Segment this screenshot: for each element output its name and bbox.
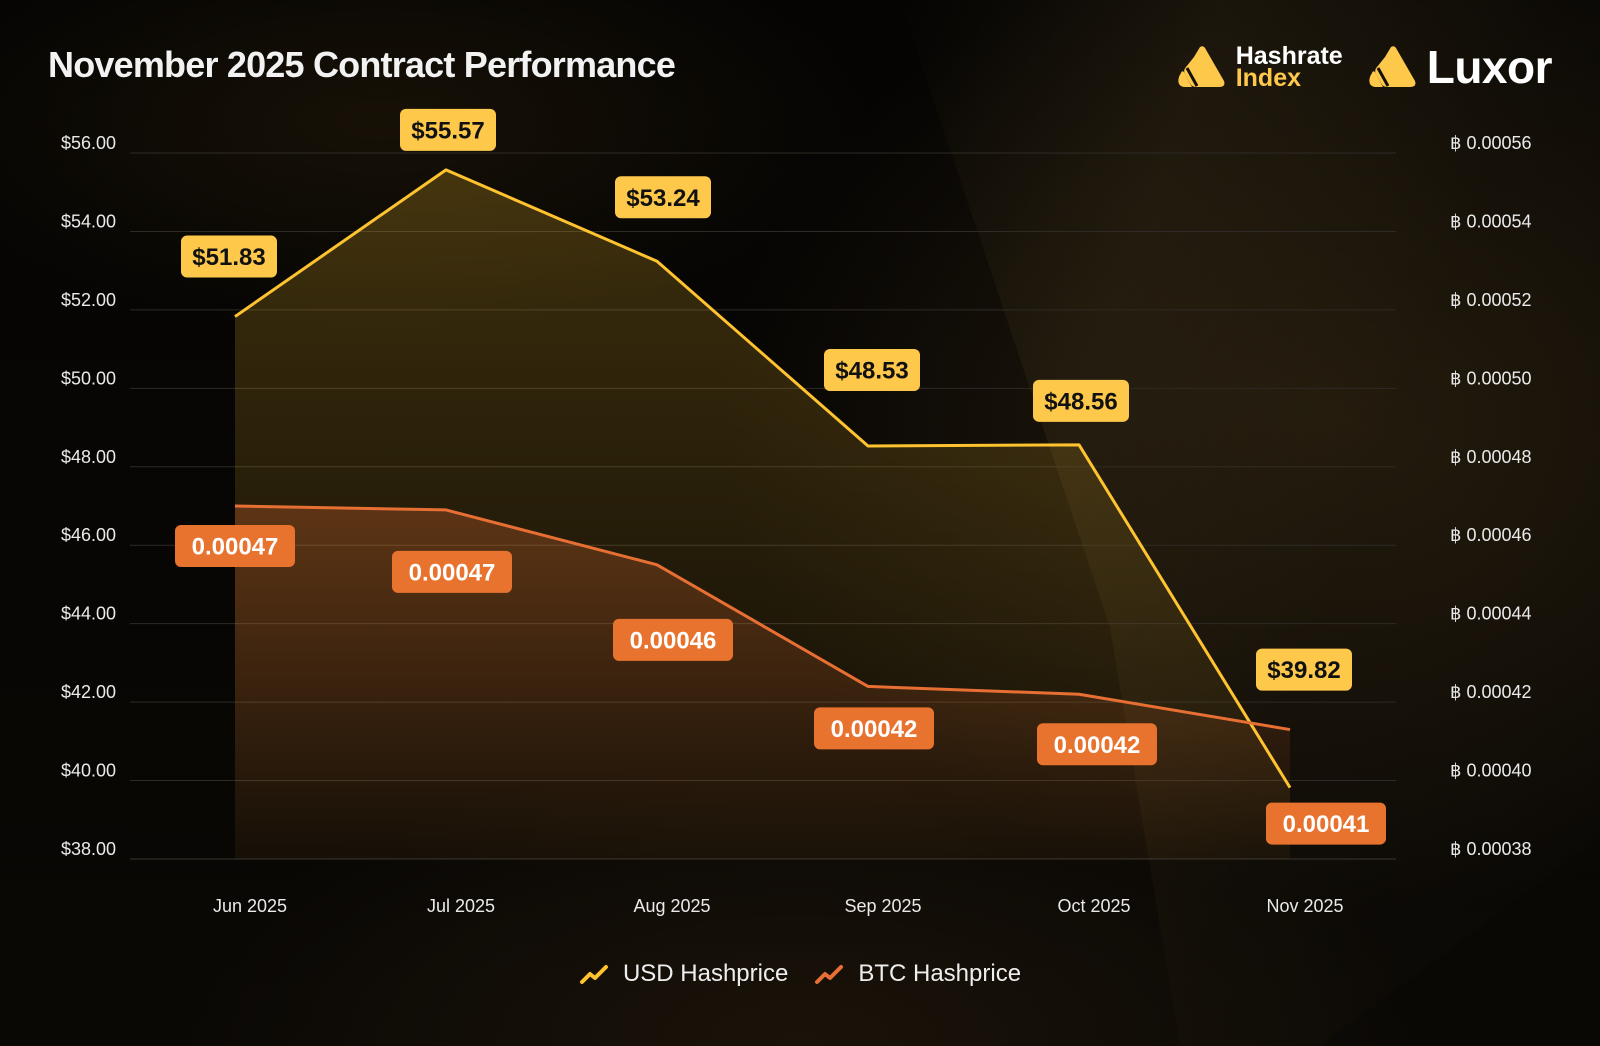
y2-tick-label: ฿ 0.00044 [1450,604,1532,624]
btc-data-label: 0.00042 [1037,723,1157,766]
legend-item-btc[interactable]: BTC Hashprice [814,960,1021,988]
index-text: Index [1235,64,1302,92]
y2-tick-label: ฿ 0.00042 [1450,682,1532,702]
data-label-text: 0.00041 [1283,811,1370,838]
data-label-box [1033,379,1129,422]
legend: USD Hashprice BTC Hashprice [0,960,1600,988]
legend-label-usd: USD Hashprice [622,960,789,987]
y-tick-label: $40.00 [61,761,116,781]
usd-data-label: $51.83 [181,235,277,278]
x-tick-label: Oct 2025 [1057,896,1130,916]
usd-data-label: $55.57 [400,108,496,151]
btc-data-label: 0.00047 [175,525,295,567]
trend-line-icon [815,965,844,984]
data-label-box [824,348,920,391]
y-tick-label: $38.00 [61,839,116,859]
y2-tick-label: ฿ 0.00048 [1450,447,1532,467]
data-label-box [1256,648,1352,691]
y-tick-label: $54.00 [61,211,116,231]
data-label-box [613,618,733,661]
data-label-box [814,707,934,750]
brand-logos: Hashrate Index Luxor [1174,40,1553,94]
hashrate-index-logo-icon [1178,46,1225,87]
usd-line [234,168,1292,789]
hashrate-index-logo: Hashrate Index [1174,42,1343,92]
data-label-box [615,176,711,219]
usd-data-label: $48.53 [824,348,920,391]
x-tick-label: Jul 2025 [427,896,495,916]
data-label-box [175,525,295,567]
data-label-box [1037,723,1157,766]
btc-data-label: 0.00046 [613,618,733,661]
btc-area [235,506,1290,859]
x-tick-label: Aug 2025 [633,896,710,916]
data-label-text: $51.83 [192,244,265,271]
btc-data-label: 0.00042 [814,707,934,750]
y2-tick-label: ฿ 0.00046 [1450,525,1532,545]
y-tick-label: $56.00 [61,133,116,153]
data-label-text: $48.53 [835,357,908,384]
luxor-text: Luxor [1426,41,1553,93]
data-label-text: $39.82 [1267,657,1340,684]
data-label-text: 0.00046 [630,627,717,654]
data-label-text: 0.00047 [192,534,279,561]
y-tick-label: $46.00 [61,525,116,545]
data-label-text: $55.57 [411,117,484,144]
legend-label-btc: BTC Hashprice [858,960,1022,987]
btc-data-label: 0.00047 [392,550,512,593]
y2-tick-label: ฿ 0.00054 [1450,211,1532,231]
data-label-text: $48.56 [1044,388,1117,415]
y-tick-label: $50.00 [61,368,116,388]
usd-data-label: $39.82 [1256,648,1352,691]
y-axis-right: ฿ 0.00056 ฿ 0.00054 ฿ 0.00052 ฿ 0.00050 ฿ 0.… [1450,133,1532,859]
y-axis-left: $56.00 $54.00 $52.00 $50.00 $48.00 $46.00 $44.… [61,133,116,859]
data-label-box [1266,802,1386,845]
usd-data-label: $48.56 [1033,379,1129,422]
usd-data-label: $53.24 [615,176,711,219]
data-label-box [392,550,512,593]
x-tick-label: Sep 2025 [844,896,921,916]
data-label-text: $53.24 [626,185,700,212]
btc-line [234,504,1291,732]
luxor-logo-icon [1369,46,1416,87]
data-label-box [400,108,496,151]
y-tick-label: $48.00 [61,447,116,467]
y2-tick-label: ฿ 0.00052 [1450,290,1532,310]
data-label-box [181,235,277,278]
y-tick-label: $44.00 [61,604,116,624]
y2-tick-label: ฿ 0.00056 [1450,133,1532,153]
x-axis: Jun 2025 Jul 2025 Aug 2025 Sep 2025 Oct 2025… [213,896,1344,916]
series-lines [234,168,1292,789]
y2-tick-label: ฿ 0.00050 [1450,368,1532,388]
data-label-text: 0.00047 [409,559,496,586]
legend-item-usd[interactable]: USD Hashprice [579,960,788,988]
trend-line-icon [579,965,608,984]
data-label-text: 0.00042 [1054,732,1141,759]
y2-tick-label: ฿ 0.00040 [1450,761,1532,781]
data-labels: $51.83 $55.57 $53.24 $48.53 $48.56 $39.82 0.00… [175,108,1386,845]
x-tick-label: Nov 2025 [1266,896,1343,916]
hashrate-text: Hashrate [1235,42,1343,70]
x-tick-label: Jun 2025 [213,896,287,916]
data-label-text: 0.00042 [831,716,918,743]
luxor-logo: Luxor [1365,40,1553,94]
y-tick-label: $52.00 [61,290,116,310]
y2-tick-label: ฿ 0.00038 [1450,839,1532,859]
y-tick-label: $42.00 [61,682,116,702]
chart-title: November 2025 Contract Performance [48,44,676,85]
btc-data-label: 0.00041 [1266,802,1386,845]
series-areas [235,169,1290,860]
